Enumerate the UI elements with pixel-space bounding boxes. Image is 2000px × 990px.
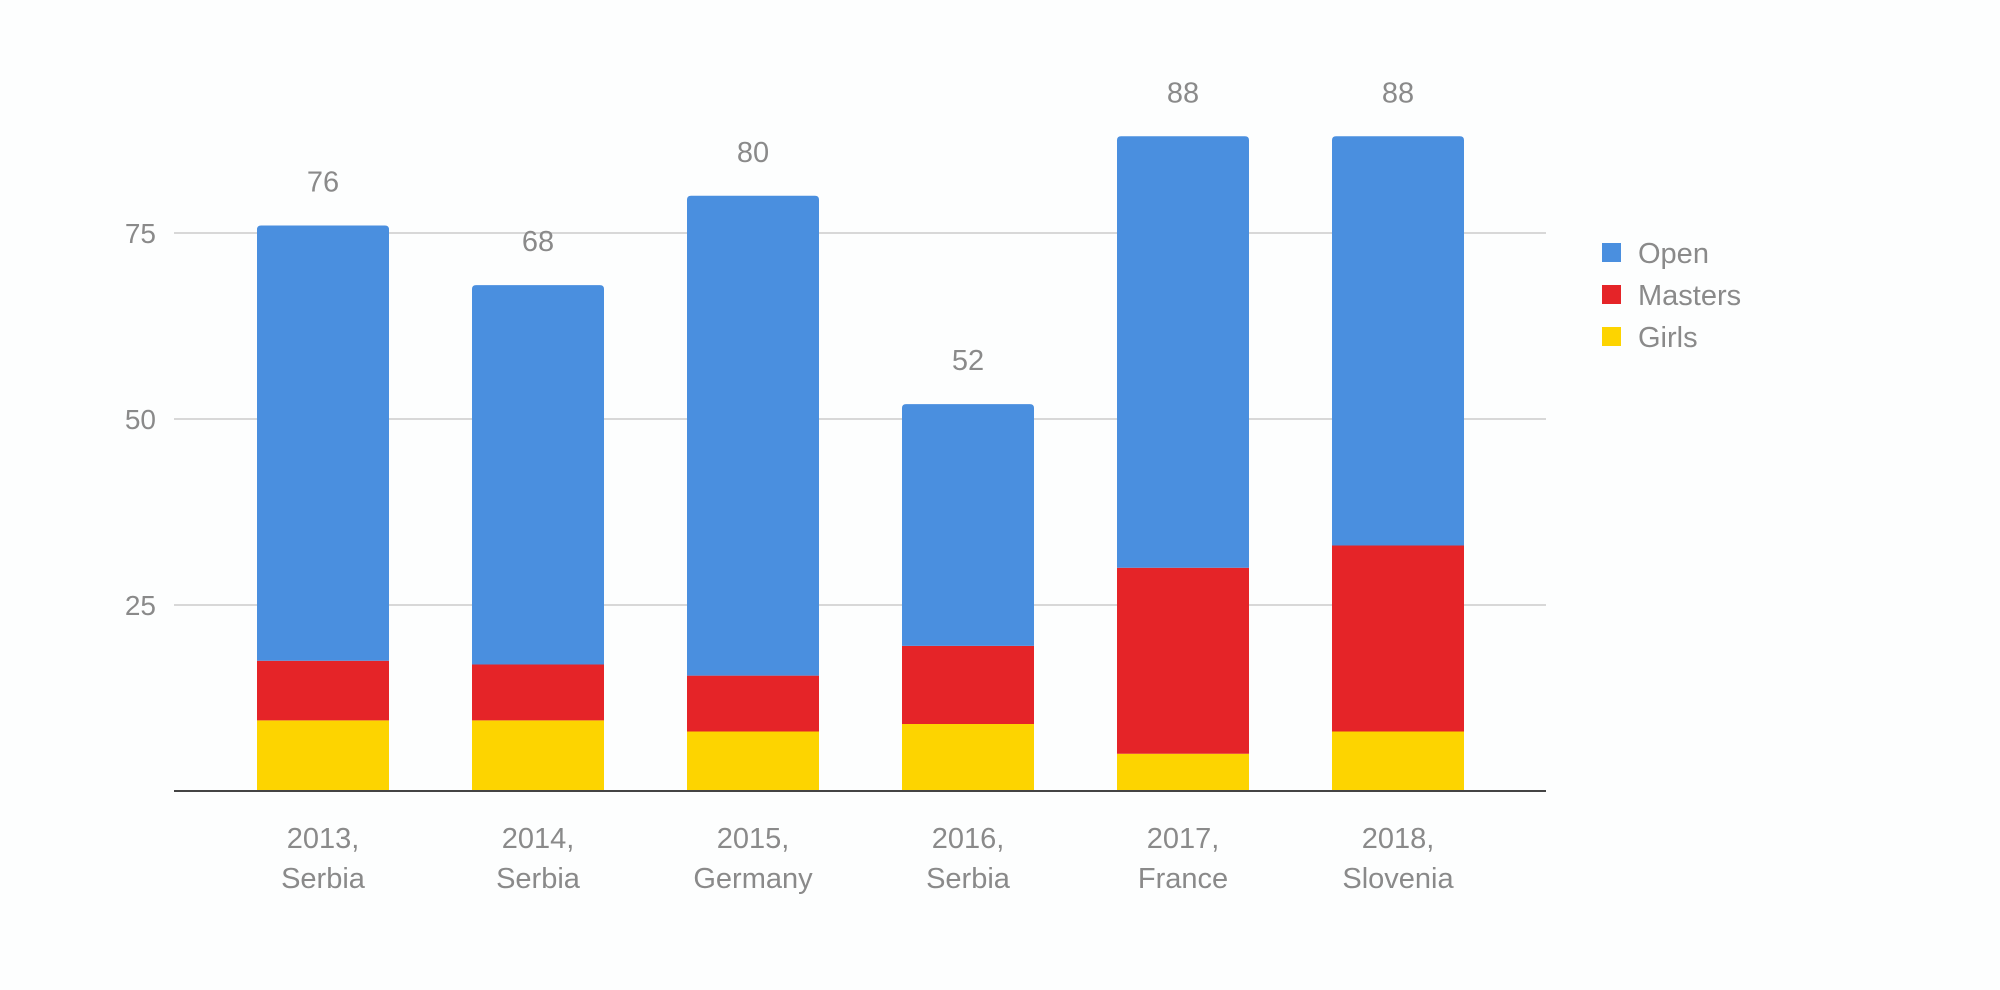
gridlines <box>174 232 1546 606</box>
x-category-label: 2014, <box>502 823 575 855</box>
legend: Open Masters Girls <box>1602 238 1741 354</box>
bar-segment-girls <box>687 731 819 791</box>
legend-swatch-girls <box>1602 327 1621 346</box>
bar-segment-open <box>257 225 389 661</box>
x-category-label: 2018, <box>1362 823 1435 855</box>
x-category-label: 2015, <box>717 823 790 855</box>
total-label: 88 <box>1382 77 1414 109</box>
bar-segment-masters <box>472 664 604 721</box>
bar-segment-masters <box>1332 545 1464 732</box>
legend-label-masters: Masters <box>1638 280 1741 312</box>
x-category-label: 2017, <box>1147 823 1220 855</box>
bar-segment-open <box>1117 136 1249 568</box>
x-category-label: 2013, <box>287 823 360 855</box>
x-category-label: France <box>1138 863 1228 895</box>
bar-segment-girls <box>472 720 604 791</box>
x-category-label: Serbia <box>926 863 1011 895</box>
bar-segment-masters <box>1117 567 1249 754</box>
x-category-label: Serbia <box>496 863 581 895</box>
bar-segment-open <box>902 404 1034 646</box>
total-label: 88 <box>1167 77 1199 109</box>
total-label: 80 <box>737 137 769 169</box>
x-category-label: Germany <box>693 863 813 895</box>
x-axis-labels: 2013, Serbia 2014, Serbia 2015, Germany 2016, S… <box>281 823 1454 895</box>
bar-segment-masters <box>257 660 389 721</box>
total-labels: 76 68 80 52 88 88 <box>307 77 1414 377</box>
bar-segment-open <box>472 285 604 665</box>
bar-segment-girls <box>257 720 389 791</box>
legend-swatch-open <box>1602 243 1621 262</box>
legend-label-open: Open <box>1638 238 1709 270</box>
y-tick-label: 25 <box>125 590 156 621</box>
y-tick-label: 75 <box>125 218 156 249</box>
bars <box>257 136 1464 791</box>
total-label: 76 <box>307 167 339 199</box>
bar-segment-girls <box>902 724 1034 791</box>
x-category-label: 2016, <box>932 823 1005 855</box>
bar-segment-masters <box>687 675 819 732</box>
x-category-label: Slovenia <box>1342 863 1454 895</box>
bar-segment-girls <box>1117 753 1249 791</box>
bar-segment-girls <box>1332 731 1464 791</box>
bar-segment-open <box>687 195 819 676</box>
bar-segment-open <box>1332 136 1464 546</box>
legend-label-girls: Girls <box>1638 322 1698 354</box>
y-axis-ticks: 25 50 75 <box>125 218 156 621</box>
y-tick-label: 50 <box>125 404 156 435</box>
total-label: 68 <box>522 226 554 258</box>
legend-swatch-masters <box>1602 285 1621 304</box>
bar-segment-masters <box>902 645 1034 725</box>
x-category-label: Serbia <box>281 863 366 895</box>
total-label: 52 <box>952 345 984 377</box>
